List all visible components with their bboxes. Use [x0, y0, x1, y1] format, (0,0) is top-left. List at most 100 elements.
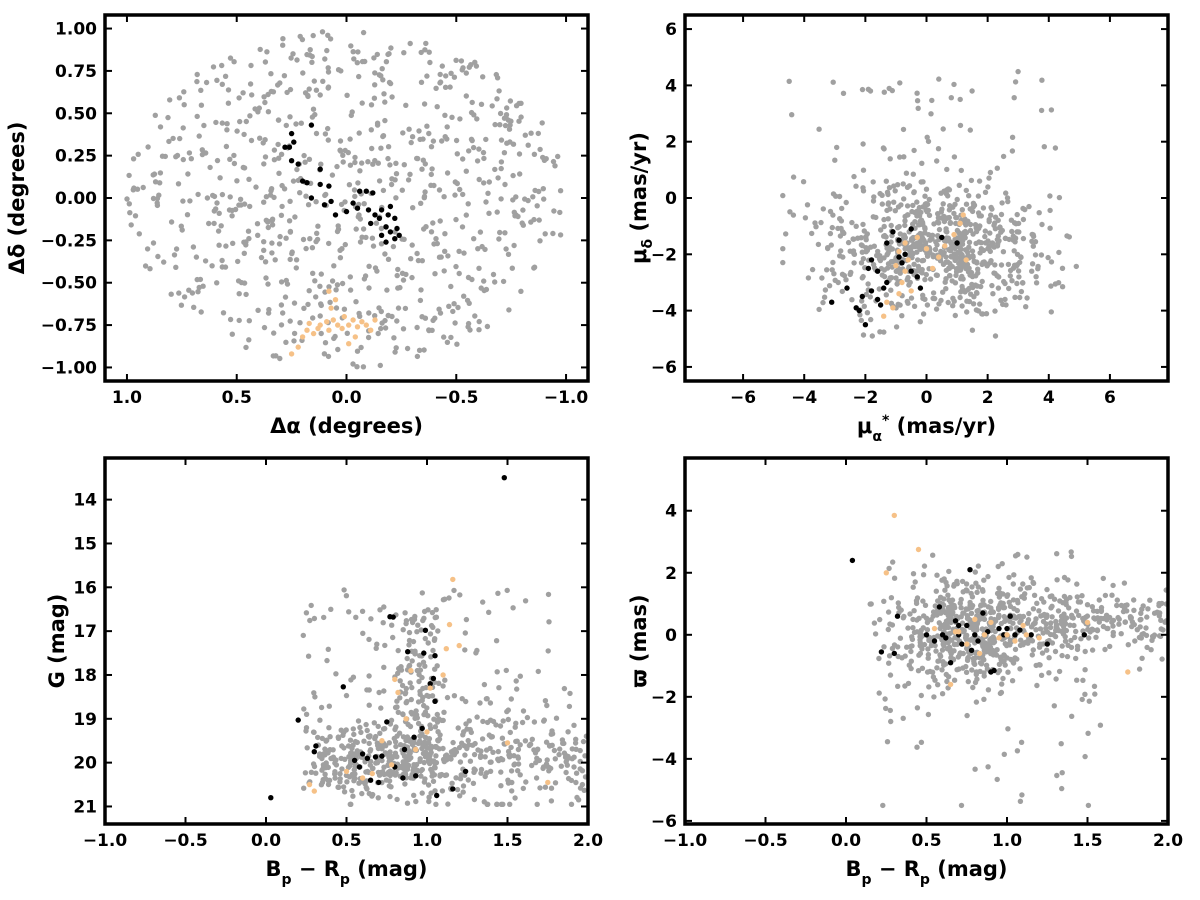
- field-star-point: [375, 742, 381, 749]
- field-star-point: [126, 201, 132, 207]
- field-star-point: [1160, 627, 1166, 633]
- field-star-point: [938, 215, 945, 221]
- field-star-point: [952, 312, 958, 319]
- field-star-point: [150, 240, 157, 246]
- field-star-point: [322, 56, 328, 62]
- field-star-point: [913, 268, 920, 274]
- field-star-point: [178, 302, 185, 308]
- field-star-point: [442, 677, 448, 683]
- group-orange-point: [902, 240, 908, 246]
- field-star-point: [1013, 221, 1019, 227]
- field-star-point: [398, 667, 405, 673]
- field-star-point: [539, 120, 545, 126]
- field-star-point: [327, 36, 334, 42]
- field-star-point: [934, 665, 940, 671]
- field-star-point: [950, 295, 956, 301]
- group-black-point: [376, 215, 383, 221]
- field-star-point: [404, 655, 410, 662]
- field-star-point: [303, 610, 310, 616]
- field-star-point: [1056, 194, 1063, 201]
- field-star-point: [870, 214, 876, 220]
- field-star-point: [909, 208, 915, 215]
- field-star-point: [515, 768, 521, 774]
- field-star-point: [529, 736, 535, 742]
- field-star-point: [528, 219, 534, 225]
- field-star-point: [978, 283, 984, 290]
- field-star-point: [498, 165, 504, 172]
- field-star-point: [390, 634, 396, 641]
- field-star-point: [950, 204, 956, 210]
- field-star-point: [1006, 599, 1012, 605]
- field-star-point: [186, 150, 193, 156]
- field-star-point: [934, 158, 940, 164]
- group-orange-point: [1004, 632, 1010, 638]
- group-orange-point: [403, 716, 409, 722]
- field-star-point: [432, 666, 438, 672]
- group-orange-point: [951, 231, 957, 238]
- field-star-point: [173, 154, 179, 160]
- field-star-point: [215, 228, 222, 234]
- field-star-point: [409, 658, 415, 664]
- field-star-point: [886, 653, 893, 659]
- field-star-point: [409, 134, 416, 140]
- field-star-point: [496, 685, 502, 691]
- field-star-point: [1118, 602, 1125, 609]
- field-star-point: [249, 92, 255, 98]
- field-star-point: [783, 231, 789, 237]
- field-star-point: [167, 97, 173, 103]
- field-star-point: [509, 788, 515, 794]
- field-star-point: [322, 192, 328, 199]
- field-star-point: [978, 246, 984, 252]
- field-star-point: [838, 248, 844, 254]
- field-star-point: [906, 264, 912, 270]
- field-star-point: [987, 169, 994, 176]
- field-star-point: [262, 99, 268, 106]
- field-star-point: [1006, 574, 1012, 581]
- field-star-point: [204, 195, 211, 201]
- field-star-point: [507, 98, 514, 104]
- field-star-point: [305, 93, 311, 100]
- field-star-point: [255, 307, 261, 313]
- field-star-point: [342, 241, 348, 248]
- field-star-point: [338, 148, 344, 154]
- field-star-point: [468, 729, 474, 736]
- field-star-point: [452, 320, 458, 326]
- field-star-point: [988, 605, 994, 611]
- field-star-point: [912, 579, 918, 585]
- field-star-point: [445, 801, 451, 807]
- field-star-point: [313, 238, 319, 245]
- field-star-point: [225, 100, 232, 106]
- field-star-point: [211, 208, 217, 214]
- field-star-point: [392, 726, 398, 733]
- field-star-point: [237, 118, 243, 125]
- field-star-point: [333, 671, 339, 677]
- field-star-point: [981, 647, 987, 653]
- field-star-point: [412, 613, 418, 620]
- field-star-point: [437, 218, 443, 224]
- group-black-point: [890, 229, 896, 235]
- field-star-point: [988, 258, 994, 264]
- field-star-point: [209, 263, 215, 269]
- field-star-point: [523, 779, 529, 785]
- field-star-point: [1029, 268, 1035, 274]
- group-black-point: [943, 635, 949, 641]
- field-star-point: [1017, 798, 1024, 804]
- field-star-point: [386, 51, 392, 57]
- field-star-point: [395, 670, 401, 676]
- field-star-point: [500, 278, 507, 285]
- field-star-point: [262, 59, 269, 65]
- field-star-point: [392, 772, 398, 778]
- field-star-point: [410, 638, 417, 645]
- field-star-point: [537, 146, 543, 153]
- field-star-point: [999, 658, 1006, 665]
- field-star-point: [863, 291, 869, 298]
- field-star-point: [550, 230, 556, 237]
- field-star-point: [440, 683, 446, 689]
- field-star-point: [409, 684, 415, 691]
- field-star-point: [379, 757, 385, 764]
- field-star-point: [974, 676, 980, 682]
- field-star-point: [1143, 625, 1149, 631]
- field-star-point: [414, 250, 420, 257]
- field-star-point: [326, 725, 332, 731]
- field-star-point: [441, 758, 447, 765]
